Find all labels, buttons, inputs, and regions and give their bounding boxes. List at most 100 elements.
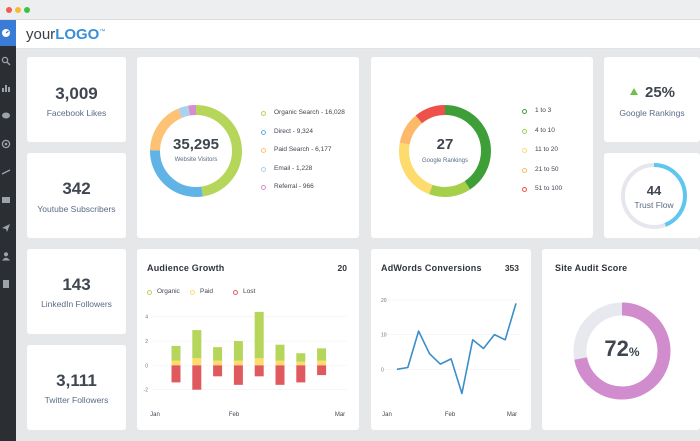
legend-label: Paid (200, 288, 214, 295)
legend-swatch (261, 129, 266, 135)
legend-swatch (147, 290, 152, 295)
site-audit-value: 72 (604, 336, 629, 361)
bar-paid (233, 360, 243, 366)
bar-paid (213, 360, 223, 366)
audience-growth-card: Audience Growth 20 Organic Paid Lost 4 2 0 -2… (137, 249, 359, 430)
twitter-followers-label: Twitter Followers (44, 395, 109, 405)
audience-growth-chart: 4 2 0 -2 Jan Feb Mar (144, 311, 347, 418)
chat-icon[interactable] (1, 111, 11, 121)
legend-swatch (261, 185, 266, 190)
legend-label: 51 to 100 (535, 185, 563, 192)
facebook-likes-card: 3,009 Facebook Likes (27, 57, 126, 142)
y-tick-label: 0 (145, 363, 148, 369)
sidebar-item-dashboard[interactable] (0, 20, 16, 46)
dashboard-icon (2, 29, 10, 37)
x-tick-label: Jan (382, 412, 392, 418)
bar-lost (275, 365, 285, 385)
legend-label: Lost (243, 288, 256, 295)
rankings-slice-1 (399, 105, 491, 197)
bar-chart-icon[interactable] (1, 83, 11, 93)
bar-organic (254, 311, 264, 359)
bar-lost (233, 365, 243, 385)
google-rankings-donut (399, 105, 491, 197)
twitter-followers-value: 3,111 (56, 371, 97, 390)
legend-label: 1 to 3 (535, 107, 552, 114)
trust-flow-fill (621, 163, 687, 229)
legend-swatch (261, 148, 266, 153)
user-icon[interactable] (1, 251, 11, 261)
youtube-subscribers-label: Youtube Subscribers (37, 204, 116, 214)
conversions-line (396, 303, 517, 395)
x-tick-label: Feb (229, 412, 240, 418)
rankings-slice-2 (399, 105, 491, 197)
visitors-slice-4 (150, 105, 242, 197)
legend-swatch (522, 167, 527, 173)
logo-prefix: your (26, 26, 56, 43)
bar-paid (317, 360, 327, 366)
bar-lost (296, 365, 306, 383)
bar-lost (317, 365, 327, 376)
legend-swatch (522, 109, 527, 114)
trust-flow-card: 44 Trust Flow (604, 153, 700, 238)
bar-organic (213, 347, 223, 361)
logo[interactable]: yourLOGO™ (26, 26, 105, 43)
bar-paid (254, 358, 264, 366)
bar-organic (192, 330, 202, 359)
audience-growth-value: 20 (337, 263, 347, 273)
legend-label: 11 to 20 (535, 146, 559, 153)
close-window-button[interactable] (6, 7, 12, 13)
link-icon[interactable] (1, 167, 11, 177)
adwords-conversions-chart: 20 10 0 Jan Feb Mar (381, 298, 521, 418)
y-tick-label: 20 (381, 298, 387, 304)
adwords-conversions-value: 353 (504, 263, 519, 273)
trust-flow-value: 44 (646, 183, 662, 198)
legend-swatch (190, 290, 195, 295)
y-tick-label: 0 (381, 367, 384, 373)
audience-growth-title: Audience Growth (147, 263, 225, 273)
website-visitors-total: 35,295 (173, 136, 219, 153)
website-visitors-legend: Organic Search - 16,028 Direct - 9,324 Pai… (261, 109, 356, 199)
y-tick-label: 4 (145, 315, 148, 321)
adwords-conversions-card: AdWords Conversions 353 20 10 0 Jan Feb Mar (371, 249, 531, 430)
x-tick-label: Mar (335, 412, 345, 418)
legend-swatch (233, 290, 238, 295)
maximize-window-button[interactable] (24, 7, 30, 13)
bar-paid (171, 360, 181, 366)
mail-icon[interactable] (1, 195, 11, 205)
y-tick-label: 10 (381, 333, 387, 339)
minimize-window-button[interactable] (15, 7, 21, 13)
website-visitors-donut (150, 105, 242, 197)
trust-flow-label: Trust Flow (634, 200, 674, 210)
linkedin-followers-label: LinkedIn Followers (41, 299, 112, 309)
site-audit-unit: % (628, 345, 640, 359)
legend-swatch (522, 187, 527, 192)
bar-lost (213, 365, 223, 377)
site-audit-gauge (573, 302, 671, 400)
search-icon[interactable] (1, 56, 11, 66)
legend-label: Organic Search - 16,028 (274, 109, 345, 116)
youtube-subscribers-value: 342 (62, 179, 91, 198)
x-tick-label: Mar (507, 412, 517, 418)
x-tick-label: Jan (150, 412, 160, 418)
send-icon[interactable] (1, 223, 11, 233)
google-rankings-total: 27 (436, 136, 454, 153)
x-tick-label: Feb (445, 412, 456, 418)
visitors-slice-1 (150, 105, 242, 197)
google-rankings-label: Google Rankings (421, 158, 469, 164)
site-audit-card: Site Audit Score 72% (542, 249, 700, 430)
website-visitors-label: Website Visitors (174, 157, 218, 163)
at-sign-icon[interactable] (1, 139, 11, 149)
google-rankings-change-label: Google Rankings (619, 108, 685, 118)
document-icon[interactable] (1, 279, 11, 289)
legend-label: 4 to 10 (535, 126, 555, 134)
site-audit-title: Site Audit Score (555, 263, 628, 273)
google-rankings-legend: 1 to 3 4 to 10 11 to 20 21 to 50 51 to 100 (522, 107, 592, 197)
linkedin-followers-card: 143 LinkedIn Followers (27, 249, 126, 334)
linkedin-followers-value: 143 (62, 275, 91, 294)
window-titlebar (0, 0, 700, 20)
google-rankings-change-value: 25% (645, 84, 676, 101)
legend-label: Paid Search - 6,177 (274, 146, 332, 153)
site-audit-score: 72% (572, 336, 672, 362)
bar-lost (171, 365, 181, 383)
logo-trademark: ™ (99, 29, 106, 35)
